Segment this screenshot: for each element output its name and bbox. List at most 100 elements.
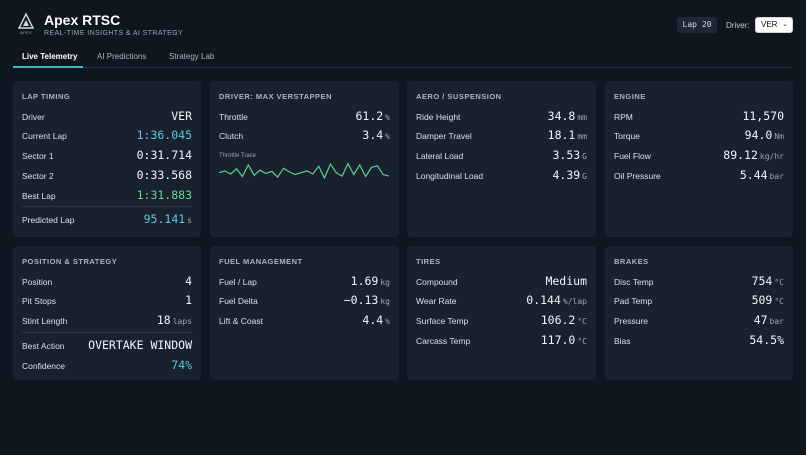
row-label: Lift & Coast	[219, 316, 263, 326]
value-number: 117.0	[540, 333, 576, 347]
logo-text: APEX	[20, 30, 32, 35]
value-number: 89.12	[723, 148, 758, 162]
row-value: 106.2 °C	[541, 313, 587, 327]
value-unit: Nm	[774, 132, 784, 141]
value-number: 106.2	[540, 313, 576, 327]
card-title: TIRES	[416, 257, 441, 266]
row-value: 509 °C	[752, 293, 784, 307]
throttle-row: Throttle 61.2%	[219, 109, 390, 123]
row-value: 61.2%	[355, 109, 390, 123]
driver-select[interactable]: VER ⌄	[755, 17, 793, 33]
oil-pressure-row: Oil Pressure 5.44 bar	[614, 168, 784, 182]
value-unit: %	[385, 113, 390, 122]
torque-row: Torque 94.0 Nm	[614, 128, 784, 142]
lap-timing-card: LAP TIMING Driver VER Current Lap 1:36.0…	[13, 81, 201, 237]
row-value: 18 laps	[157, 313, 192, 327]
clutch-row: Clutch 3.4%	[219, 128, 390, 142]
row-label: Sector 2	[22, 171, 54, 181]
lateral-load-row: Lateral Load 3.53 G	[416, 148, 587, 162]
bias-row: Bias 54.5%	[614, 333, 784, 347]
row-label: Confidence	[22, 361, 66, 371]
longitudinal-load-row: Longitudinal Load 4.39 G	[416, 168, 587, 182]
row-value: Medium	[545, 274, 587, 288]
tab-live-telemetry[interactable]: Live Telemetry	[22, 52, 78, 61]
row-value: OVERTAKE WINDOW	[88, 338, 192, 352]
value-unit: °C	[774, 278, 784, 287]
row-value: 0.144 %/lap	[526, 293, 587, 307]
value-unit: °C	[774, 297, 784, 306]
value-number: 94.0	[744, 128, 773, 142]
lift-coast-row: Lift & Coast 4.4%	[219, 313, 390, 327]
row-label: Pad Temp	[614, 296, 653, 306]
card-title: POSITION & STRATEGY	[22, 257, 118, 266]
row-value: 754 °C	[752, 274, 784, 288]
row-value: VER	[171, 109, 192, 123]
pad-temp-row: Pad Temp 509 °C	[614, 293, 784, 307]
row-value: 34.8 mm	[548, 109, 587, 123]
row-label: Sector 1	[22, 151, 54, 161]
driver-select-label: Driver:	[726, 21, 750, 30]
driver-select-value: VER	[761, 20, 778, 29]
row-value: 89.12 kg/hr	[723, 148, 784, 162]
damper-travel-row: Damper Travel 18.1 mm	[416, 128, 587, 142]
value-number: 754	[751, 274, 773, 288]
value-unit: kg	[380, 278, 390, 287]
fuel-management-card: FUEL MANAGEMENT Fuel / Lap 1.69 kg Fuel D…	[210, 246, 399, 380]
row-label: Predicted Lap	[22, 215, 75, 225]
card-title: AERO / SUSPENSION	[416, 92, 502, 101]
card-title: LAP TIMING	[22, 92, 71, 101]
row-value: 95.141 s	[144, 212, 192, 226]
apex-logo-icon	[17, 12, 35, 29]
value-unit: G	[582, 152, 587, 161]
row-label: Compound	[416, 277, 458, 287]
value-number: 18	[156, 313, 171, 327]
row-label: Clutch	[219, 131, 244, 141]
row-value: 4.39 G	[552, 168, 587, 182]
value-number: 95.141	[143, 212, 186, 226]
surface-temp-row: Surface Temp 106.2 °C	[416, 313, 587, 327]
value-unit: s	[187, 216, 192, 225]
value-unit: °C	[577, 317, 587, 326]
app-title: Apex RTSC	[44, 12, 121, 28]
value-unit: bar	[769, 172, 784, 181]
value-unit: G	[582, 172, 587, 181]
row-value: 74%	[171, 358, 192, 372]
row-value: 1:31.883	[136, 188, 192, 202]
divider	[22, 206, 192, 207]
row-label: RPM	[614, 112, 633, 122]
row-label: Throttle	[219, 112, 248, 122]
row-label: Surface Temp	[416, 316, 469, 326]
value-number: 34.8	[547, 109, 576, 123]
predicted-lap-row: Predicted Lap 95.141 s	[22, 212, 192, 226]
row-value: 5.44 bar	[740, 168, 784, 182]
row-value: 0:31.714	[136, 148, 192, 162]
value-number: 47	[753, 313, 768, 327]
disc-temp-row: Disc Temp 754 °C	[614, 274, 784, 288]
card-title: DRIVER: MAX VERSTAPPEN	[219, 92, 332, 101]
value-unit: kg/hr	[759, 152, 784, 161]
throttle-trace-line	[219, 162, 389, 180]
sector-1-row: Sector 1 0:31.714	[22, 148, 192, 162]
value-number: 5.44	[739, 168, 768, 182]
active-tab-indicator	[13, 66, 83, 68]
row-value: 117.0 °C	[541, 333, 587, 347]
tab-ai-predictions[interactable]: AI Predictions	[97, 52, 147, 61]
value-number: 3.53	[552, 148, 581, 162]
throttle-trace-label: Throttle Trace	[219, 153, 257, 159]
engine-card: ENGINE RPM 11,570 Torque 94.0 Nm Fuel Flo…	[605, 81, 793, 237]
row-label: Torque	[614, 131, 640, 141]
row-label: Ride Height	[416, 112, 461, 122]
value-unit: %/lap	[562, 297, 587, 306]
best-lap-row: Best Lap 1:31.883	[22, 188, 192, 202]
row-label: Pressure	[614, 316, 649, 326]
row-label: Pit Stops	[22, 296, 57, 306]
value-unit: %	[385, 317, 390, 326]
tab-strategy-lab[interactable]: Strategy Lab	[169, 52, 215, 61]
card-title: FUEL MANAGEMENT	[219, 257, 303, 266]
row-value: 1:36.045	[136, 128, 192, 142]
value-number: 1.69	[350, 274, 379, 288]
wear-rate-row: Wear Rate 0.144 %/lap	[416, 293, 587, 307]
row-label: Bias	[614, 336, 631, 346]
fuel-flow-row: Fuel Flow 89.12 kg/hr	[614, 148, 784, 162]
row-value: 4.4%	[362, 313, 390, 327]
